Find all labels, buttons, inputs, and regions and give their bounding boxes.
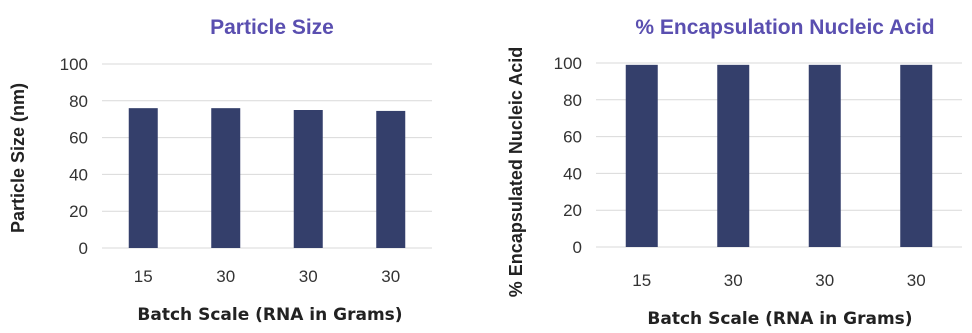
y-tick-labels: 0 20 40 60 80 100 — [60, 55, 88, 258]
x-tick-labels: 15 30 30 30 — [134, 267, 400, 286]
y-tick-label: 40 — [563, 164, 582, 183]
x-tick-labels: 15 30 30 30 — [632, 271, 925, 290]
bar — [717, 64, 750, 247]
y-tick-label: 100 — [60, 55, 88, 74]
y-tick-label: 0 — [573, 238, 582, 257]
x-axis-label: Batch Scale (RNA in Grams) — [137, 305, 402, 325]
x-tick-label: 15 — [134, 267, 153, 286]
bar — [808, 64, 841, 247]
y-axis-label: % Encapsulated Nucleic Acid — [506, 47, 526, 297]
bar — [128, 108, 158, 248]
y-axis-label: Particle Size (nm) — [8, 83, 28, 233]
chart-title: % Encapsulation Nucleic Acid — [635, 16, 934, 39]
chart-title: Particle Size — [210, 16, 334, 39]
bars — [625, 64, 933, 247]
bar — [211, 108, 241, 248]
bar — [293, 110, 323, 248]
encapsulation-chart: % Encapsulation Nucleic Acid % Encapsula… — [506, 16, 962, 329]
bars — [128, 108, 406, 248]
y-tick-label: 20 — [563, 201, 582, 220]
y-tick-label: 80 — [69, 92, 88, 111]
y-tick-label: 20 — [69, 202, 88, 221]
particle-size-chart: Particle Size Particle Size (nm) Batch S… — [8, 16, 432, 325]
y-tick-label: 60 — [563, 128, 582, 147]
y-tick-label: 60 — [69, 129, 88, 148]
x-tick-label: 30 — [299, 267, 318, 286]
y-tick-label: 100 — [554, 54, 582, 73]
bar — [900, 64, 933, 247]
x-tick-label: 30 — [724, 271, 743, 290]
x-tick-label: 30 — [907, 271, 926, 290]
y-tick-labels: 0 20 40 60 80 100 — [554, 54, 582, 257]
x-axis-label: Batch Scale (RNA in Grams) — [647, 309, 912, 329]
bar — [376, 110, 406, 248]
x-tick-label: 30 — [381, 267, 400, 286]
y-tick-label: 80 — [563, 91, 582, 110]
x-tick-label: 15 — [632, 271, 651, 290]
y-tick-label: 0 — [79, 239, 88, 258]
bar — [625, 64, 658, 247]
x-tick-label: 30 — [815, 271, 834, 290]
x-tick-label: 30 — [216, 267, 235, 286]
y-tick-label: 40 — [69, 165, 88, 184]
